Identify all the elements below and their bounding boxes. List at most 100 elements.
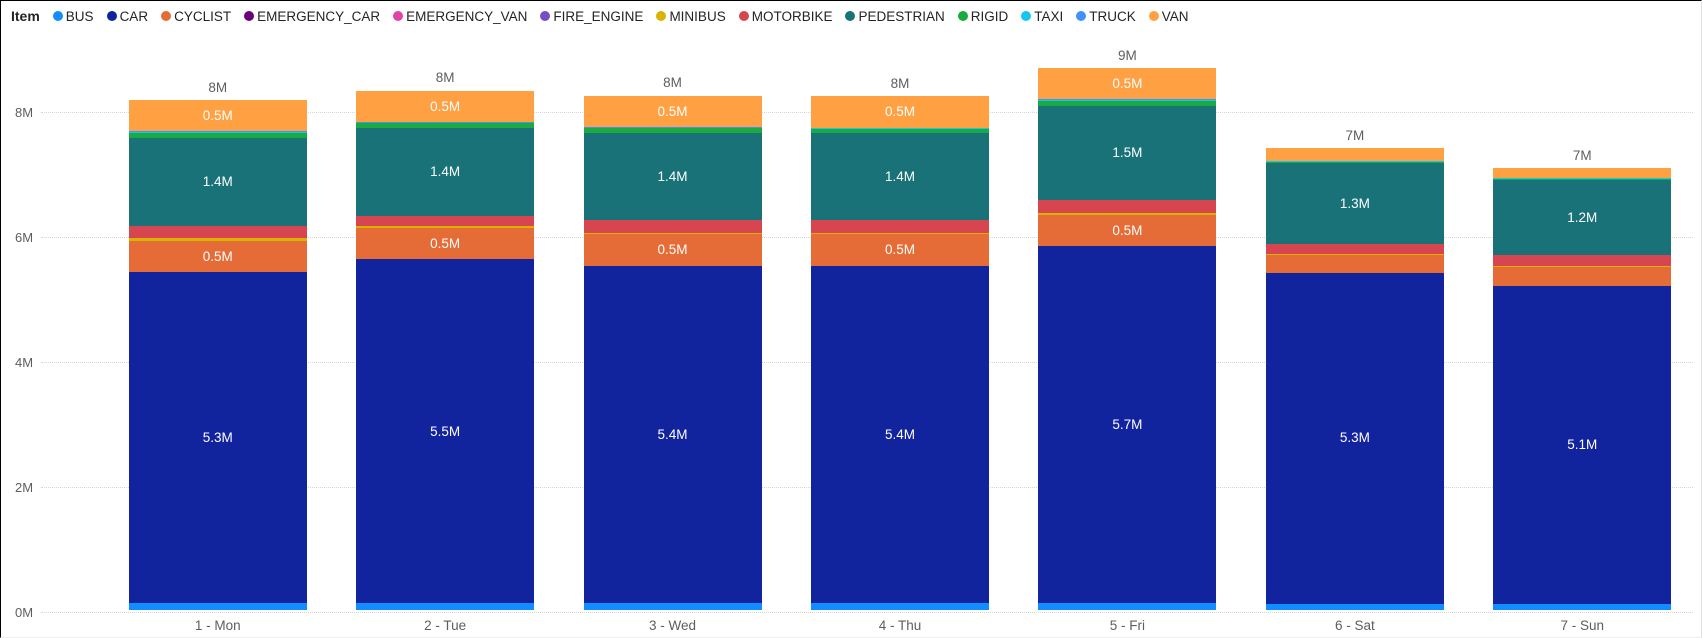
segment-data-label: 0.5M (657, 103, 688, 119)
bar-segment-car-4-thu[interactable]: 5.4M (810, 265, 989, 604)
bar-segment-van-7-sun[interactable] (1493, 168, 1672, 178)
legend-item-fire-engine[interactable]: FIRE_ENGINE (540, 9, 643, 24)
bar-segment-truck-1-mon[interactable] (128, 131, 307, 132)
bar-segment-pedestrian-2-tue[interactable]: 1.4M (356, 128, 535, 216)
bar-segment-van-6-sat[interactable] (1265, 148, 1444, 161)
legend-color-dot (656, 11, 667, 21)
bar-segment-cyclist-2-tue[interactable]: 0.5M (356, 228, 535, 260)
legend-item-rigid[interactable]: RIGID (957, 9, 1008, 24)
bar-segment-rigid-6-sat[interactable] (1265, 161, 1444, 164)
bar-segment-bus-3-wed[interactable] (583, 603, 762, 610)
stacked-bar-4-thu: 5.4M 0.5M 1.4M 0.5M (810, 96, 989, 610)
bar-segment-truck-5-fri[interactable] (1038, 99, 1217, 100)
bar-segment-cyclist-4-thu[interactable]: 0.5M (810, 234, 989, 266)
bar-segment-motorbike-7-sun[interactable] (1493, 255, 1672, 266)
bar-column-6-sat: 5.3M 1.3M 7M 6 - Sat (1241, 1, 1468, 637)
segment-data-label: 0.5M (1112, 222, 1143, 238)
bar-segment-minibus-7-sun[interactable] (1493, 265, 1672, 267)
bar-segment-minibus-4-thu[interactable] (810, 232, 989, 235)
bar-segment-minibus-1-mon[interactable] (128, 238, 307, 241)
bar-segment-pedestrian-7-sun[interactable]: 1.2M (1493, 180, 1672, 255)
bar-segment-bus-4-thu[interactable] (810, 603, 989, 610)
segment-data-label: 5.1M (1567, 437, 1598, 453)
bar-segment-motorbike-6-sat[interactable] (1265, 244, 1444, 254)
bar-segment-taxi-6-sat[interactable] (1265, 161, 1444, 162)
bar-segment-rigid-3-wed[interactable] (583, 128, 762, 133)
bar-segment-truck-3-wed[interactable] (583, 126, 762, 128)
bar-segment-bus-5-fri[interactable] (1038, 602, 1217, 610)
bar-segment-van-5-fri[interactable]: 0.5M (1038, 68, 1217, 100)
bar-segment-motorbike-2-tue[interactable] (356, 215, 535, 226)
bar-segment-car-6-sat[interactable]: 5.3M (1265, 272, 1444, 604)
bar-segment-van-3-wed[interactable]: 0.5M (583, 95, 762, 127)
bar-segment-taxi-4-thu[interactable] (810, 128, 989, 129)
bar-segment-bus-7-sun[interactable] (1493, 604, 1672, 610)
bar-segment-pedestrian-1-mon[interactable]: 1.4M (128, 138, 307, 226)
bar-segment-car-1-mon[interactable]: 5.3M (128, 271, 307, 604)
bar-segment-bus-1-mon[interactable] (128, 603, 307, 610)
bar-segment-motorbike-4-thu[interactable] (810, 220, 989, 233)
legend-item-pedestrian[interactable]: PEDESTRIAN (845, 9, 945, 24)
bar-segment-minibus-5-fri[interactable] (1038, 212, 1217, 215)
y-axis-tick-8m: 8M (15, 105, 34, 120)
legend-item-car[interactable]: CAR (106, 9, 148, 24)
legend-color-dot (1076, 11, 1087, 21)
segment-data-label: 5.3M (202, 429, 233, 445)
bar-segment-motorbike-1-mon[interactable] (128, 225, 307, 239)
bar-segment-taxi-3-wed[interactable] (583, 127, 762, 129)
bar-segment-rigid-4-thu[interactable] (810, 128, 989, 133)
bar-segment-motorbike-3-wed[interactable] (583, 220, 762, 233)
bar-segment-cyclist-7-sun[interactable] (1493, 266, 1672, 286)
bar-segment-truck-2-tue[interactable] (356, 121, 535, 123)
legend-item-emergency-car[interactable]: EMERGENCY_CAR (244, 9, 380, 24)
bar-segment-rigid-1-mon[interactable] (128, 132, 307, 139)
bar-segment-van-4-thu[interactable]: 0.5M (810, 96, 989, 128)
bar-segment-car-3-wed[interactable]: 5.4M (583, 265, 762, 604)
bar-segment-cyclist-3-wed[interactable]: 0.5M (583, 234, 762, 266)
bar-segment-bus-6-sat[interactable] (1265, 603, 1444, 610)
y-axis-tick-0m: 0M (15, 605, 34, 620)
bar-segment-pedestrian-4-thu[interactable]: 1.4M (810, 132, 989, 220)
bar-segment-truck-6-sat[interactable] (1265, 160, 1444, 162)
bar-segment-taxi-1-mon[interactable] (128, 131, 307, 133)
bar-segment-car-7-sun[interactable]: 5.1M (1493, 285, 1672, 605)
bar-segment-taxi-2-tue[interactable] (356, 122, 535, 124)
bar-segment-cyclist-6-sat[interactable] (1265, 255, 1444, 273)
bar-segment-cyclist-1-mon[interactable]: 0.5M (128, 240, 307, 272)
bar-segment-pedestrian-5-fri[interactable]: 1.5M (1038, 106, 1217, 200)
legend-item-cyclist[interactable]: CYCLIST (161, 9, 231, 24)
legend-item-label: FIRE_ENGINE (553, 8, 644, 24)
bar-segment-van-2-tue[interactable]: 0.5M (356, 90, 535, 122)
legend-item-minibus[interactable]: MINIBUS (656, 9, 726, 24)
bar-segment-motorbike-5-fri[interactable] (1038, 200, 1217, 213)
bar-segment-rigid-7-sun[interactable] (1493, 178, 1672, 180)
legend-item-van[interactable]: VAN (1148, 9, 1189, 24)
legend-item-motorbike[interactable]: MOTORBIKE (738, 9, 832, 24)
bar-segment-minibus-3-wed[interactable] (583, 232, 762, 235)
bar-segment-minibus-6-sat[interactable] (1265, 253, 1444, 255)
bar-segment-rigid-2-tue[interactable] (356, 123, 535, 129)
bar-segment-truck-7-sun[interactable] (1493, 177, 1672, 179)
legend-color-dot (738, 11, 749, 21)
bar-column-2-tue: 5.5M 0.5M 1.4M 0.5M 8M 2 - Tue (331, 1, 558, 637)
segment-data-label: 1.4M (202, 174, 233, 190)
legend-item-truck[interactable]: TRUCK (1076, 9, 1136, 24)
segment-data-label: 1.4M (430, 164, 461, 180)
bar-segment-van-1-mon[interactable]: 0.5M (128, 100, 307, 132)
bar-segment-pedestrian-6-sat[interactable]: 1.3M (1265, 163, 1444, 245)
bar-segment-truck-4-thu[interactable] (810, 127, 989, 129)
bar-segment-car-5-fri[interactable]: 5.7M (1038, 246, 1217, 603)
legend-item-taxi[interactable]: TAXI (1021, 9, 1063, 24)
segment-data-label: 0.5M (430, 236, 461, 251)
bar-segment-minibus-2-tue[interactable] (356, 225, 535, 229)
bar-segment-cyclist-5-fri[interactable]: 0.5M (1038, 215, 1217, 247)
bar-segment-rigid-5-fri[interactable] (1038, 100, 1217, 107)
bar-segment-pedestrian-3-wed[interactable]: 1.4M (583, 132, 762, 220)
bar-segment-taxi-7-sun[interactable] (1493, 178, 1672, 179)
bar-segment-car-2-tue[interactable]: 5.5M (356, 259, 535, 604)
legend-item-emergency-van[interactable]: EMERGENCY_VAN (393, 9, 527, 24)
bar-segment-bus-2-tue[interactable] (356, 603, 535, 610)
segment-data-label: 0.5M (430, 98, 461, 114)
legend-item-bus[interactable]: BUS (52, 9, 94, 24)
bar-segment-taxi-5-fri[interactable] (1038, 100, 1217, 101)
